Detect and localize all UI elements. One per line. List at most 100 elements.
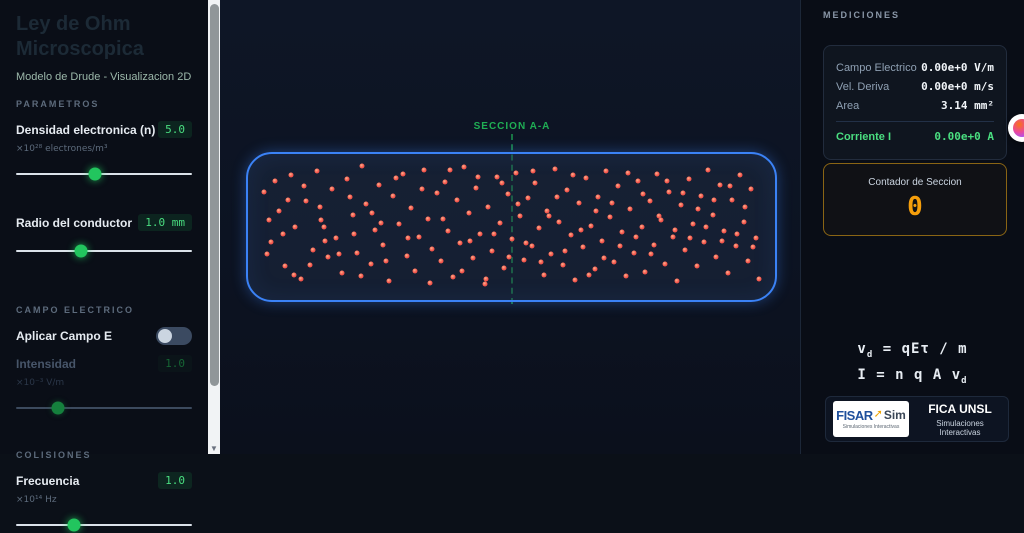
electron-dot bbox=[470, 255, 476, 261]
electron-dot bbox=[525, 195, 531, 201]
electron-dot bbox=[491, 231, 497, 237]
electron-dot bbox=[541, 272, 547, 278]
electron-dot bbox=[440, 216, 446, 222]
electron-dot bbox=[459, 268, 465, 274]
measurement-label: Area bbox=[836, 100, 860, 112]
electron-dot bbox=[310, 247, 316, 253]
formula-current: I = n q A vd bbox=[857, 366, 968, 386]
electron-dot bbox=[639, 224, 645, 230]
electron-dot bbox=[725, 270, 731, 276]
formulas-block: vd = qEτ / m I = n q A vd bbox=[801, 334, 1024, 393]
electron-dot bbox=[562, 248, 568, 254]
section-aa-dashed-line bbox=[511, 134, 513, 304]
electron-dot bbox=[390, 193, 396, 199]
electron-dot bbox=[615, 183, 621, 189]
scrollbar-down-arrow-icon[interactable]: ▼ bbox=[210, 444, 218, 453]
electron-dot bbox=[513, 170, 519, 176]
apply-field-label: Aplicar Campo E bbox=[16, 329, 113, 343]
intensity-slider bbox=[16, 400, 192, 416]
electron-dot bbox=[266, 217, 271, 223]
radius-label: Radio del conductor bbox=[16, 215, 133, 230]
electron-dot bbox=[544, 208, 550, 214]
section-counter-value: 0 bbox=[907, 192, 923, 222]
radius-slider[interactable] bbox=[16, 243, 192, 259]
electron-dot bbox=[467, 238, 473, 244]
page-title: Ley de Ohm Microscopica bbox=[16, 13, 144, 60]
electron-dot bbox=[321, 224, 327, 230]
frequency-slider[interactable] bbox=[16, 517, 192, 533]
radius-slider-knob[interactable] bbox=[74, 244, 88, 258]
scrollbar-thumb[interactable] bbox=[209, 4, 219, 386]
electron-dot bbox=[282, 263, 288, 269]
frequency-slider-track[interactable] bbox=[16, 524, 192, 526]
electron-dot bbox=[710, 212, 716, 218]
electron-dot bbox=[690, 221, 696, 227]
electron-dot bbox=[742, 204, 748, 210]
electron-dot bbox=[322, 238, 328, 244]
electron-dot bbox=[485, 204, 491, 210]
section-header-campo: CAMPO ELECTRICO bbox=[16, 305, 135, 315]
electron-dot bbox=[672, 227, 678, 233]
electron-dot bbox=[333, 235, 339, 241]
conductor-shape bbox=[246, 152, 777, 302]
apply-field-toggle[interactable] bbox=[156, 327, 192, 345]
electron-dot bbox=[609, 200, 615, 206]
extension-widget-icon bbox=[1013, 119, 1024, 137]
density-slider[interactable] bbox=[16, 166, 192, 182]
electron-dot bbox=[292, 224, 298, 230]
measurements-card: Campo Electrico 0.00e+0 V/m Vel. Deriva … bbox=[823, 45, 1007, 160]
electron-dot bbox=[753, 235, 759, 241]
electron-dot bbox=[506, 254, 512, 260]
intensity-units: ×10⁻³ V/m bbox=[16, 378, 65, 388]
electron-dot bbox=[450, 274, 456, 280]
electron-dot bbox=[662, 261, 668, 267]
electron-dot bbox=[354, 250, 360, 256]
measurement-row-deriva: Vel. Deriva 0.00e+0 m/s bbox=[836, 80, 994, 93]
frequency-slider-knob[interactable] bbox=[67, 518, 81, 532]
electron-dot bbox=[404, 253, 410, 259]
simulation-canvas[interactable]: SECCION A-A bbox=[220, 0, 800, 454]
density-slider-track[interactable] bbox=[16, 173, 192, 175]
electron-dot bbox=[489, 248, 495, 254]
electron-dot bbox=[288, 172, 294, 178]
electron-dot bbox=[627, 206, 633, 212]
electron-dot bbox=[741, 219, 747, 225]
density-slider-knob[interactable] bbox=[88, 167, 102, 181]
logo-tagline: Simulaciones Interactivas bbox=[842, 423, 900, 430]
electron-dot bbox=[603, 168, 609, 174]
electron-dot bbox=[694, 263, 700, 269]
electron-dot bbox=[421, 167, 427, 173]
electron-dot bbox=[457, 240, 463, 246]
electron-dot bbox=[687, 235, 693, 241]
electron-dot bbox=[473, 185, 479, 191]
electron-dot bbox=[556, 219, 562, 225]
electron-dot bbox=[368, 261, 374, 267]
electron-dot bbox=[285, 197, 291, 203]
floating-extension-widget[interactable] bbox=[1008, 114, 1024, 142]
measurement-row-area: Area 3.14 mm² bbox=[836, 99, 994, 112]
org-tagline: Simulaciones Interactivas bbox=[936, 418, 984, 437]
electron-dot bbox=[642, 269, 648, 275]
section-header-parametros: PARAMETROS bbox=[16, 99, 100, 109]
electron-dot bbox=[419, 186, 425, 192]
measurement-value: 3.14 mm² bbox=[941, 99, 994, 112]
electron-dot bbox=[336, 251, 342, 257]
apply-field-toggle-knob[interactable] bbox=[158, 329, 172, 343]
electron-dot bbox=[680, 190, 686, 196]
electron-dot bbox=[656, 213, 662, 219]
electron-dot bbox=[425, 216, 431, 222]
electron-dot bbox=[532, 180, 538, 186]
electron-dot bbox=[633, 234, 639, 240]
electron-dot bbox=[611, 259, 617, 265]
sidebar-scrollbar[interactable]: ▼ bbox=[208, 0, 220, 454]
electron-dot bbox=[291, 272, 297, 278]
electron-dot bbox=[737, 172, 743, 178]
electron-dot bbox=[386, 278, 392, 284]
electron-dot bbox=[307, 262, 313, 268]
electron-dot bbox=[454, 197, 460, 203]
electron-dot bbox=[438, 258, 444, 264]
electron-dot bbox=[530, 168, 536, 174]
electron-dot bbox=[536, 225, 542, 231]
formula-drift-velocity: vd = qEτ / m bbox=[857, 341, 968, 360]
radius-slider-track[interactable] bbox=[16, 250, 192, 252]
